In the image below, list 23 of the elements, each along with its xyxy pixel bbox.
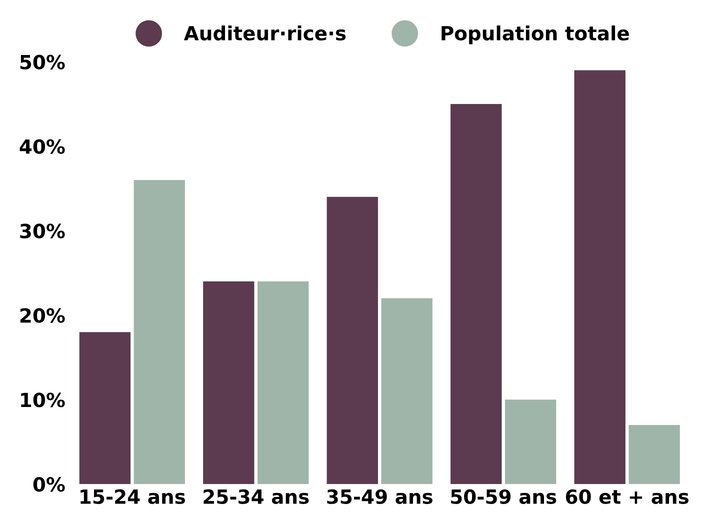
bar (258, 281, 309, 484)
x-tick-label: 25-34 ans (204, 489, 309, 504)
x-tick-label: 50-59 ans (451, 489, 556, 504)
legend-label: Population totale (442, 25, 629, 44)
y-tick-label: 30% (20, 224, 65, 238)
bar (79, 332, 131, 484)
bar (134, 180, 185, 484)
bar (203, 281, 254, 484)
y-tick-label: 50% (20, 54, 65, 70)
bar (504, 400, 556, 484)
y-tick-label: 10% (21, 392, 65, 408)
bar (574, 70, 626, 484)
bar (381, 298, 432, 484)
y-tick-label: 20% (20, 308, 65, 323)
bar (326, 196, 378, 484)
y-tick-label: 0% (33, 477, 65, 492)
bar (628, 424, 680, 484)
legend-label: Auditeur·rice·s (184, 25, 346, 41)
x-tick-label: 15-24 ans (80, 489, 185, 504)
bar (450, 104, 502, 484)
x-tick-label: 60 et + ans (566, 489, 688, 504)
y-tick-label: 40% (20, 139, 65, 154)
x-tick-label: 35-49 ans (327, 489, 432, 504)
